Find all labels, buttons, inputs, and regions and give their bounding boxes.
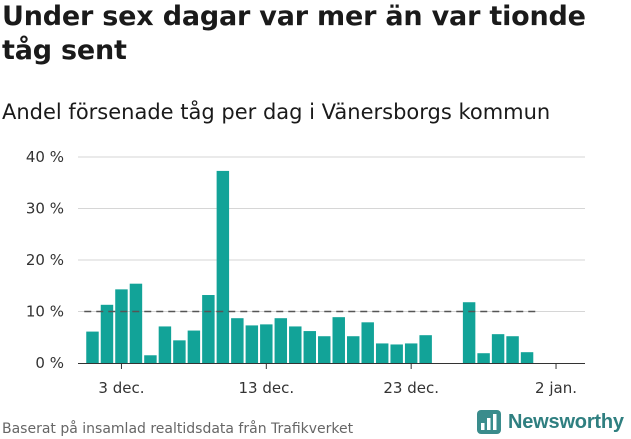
bar: 22 dec.: 3.6 % (390, 344, 403, 363)
bar: 29 dec.: 5.6 % (491, 334, 505, 363)
bar-chart: 1 dec.: 6.1 %2 dec.: 11.3 %3 dec.: 14.3 … (26, 148, 585, 397)
bar: 23 dec.: 3.8 % (404, 343, 418, 363)
x-axis-ticks: 3 dec. 13 dec. 23 dec. 2 jan. (98, 363, 577, 397)
bar: 9 dec.: 13.2 % (202, 295, 215, 363)
bar: 18 dec.: 8.9 % (332, 317, 345, 363)
bar: 20 dec.: 7.9 % (361, 322, 374, 363)
bar: 1 dec.: 6.1 % (86, 331, 99, 363)
brand-name: Newsworthy (508, 410, 624, 433)
y-tick-label: 30 % (26, 200, 64, 218)
y-tick-label: 40 % (26, 148, 64, 166)
bar: 30 dec.: 5.2 % (506, 336, 519, 363)
bar: 6 dec.: 7.1 % (158, 326, 172, 363)
grid-lines (78, 156, 585, 312)
y-tick-label: 10 % (26, 303, 64, 321)
source-note: Baserat på insamlad realtidsdata från Tr… (2, 421, 354, 437)
chart-subtitle: Andel försenade tåg per dag i Vänersborg… (2, 100, 551, 124)
x-tick-label: 3 dec. (98, 379, 144, 397)
x-tick-label: 23 dec. (383, 379, 439, 397)
brand-logo: Newsworthy (476, 409, 624, 435)
bar: 8 dec.: 6.3 % (187, 330, 201, 363)
bar: 14 dec.: 8.7 % (274, 318, 288, 363)
bar: 27 dec.: 11.8 % (462, 302, 476, 363)
newsworthy-logo-icon (477, 410, 501, 434)
bar: 7 dec.: 4.4 % (173, 340, 186, 363)
bar: 4 dec.: 15.4 % (129, 283, 143, 363)
bar: 28 dec.: 1.9 % (477, 353, 490, 363)
chart-title: Under sex dagar var mer än var tionde tå… (2, 1, 586, 66)
bar: 15 dec.: 7.1 % (289, 326, 302, 363)
bar: 31 dec.: 2.1 % (520, 352, 534, 363)
bar: 12 dec.: 7.3 % (245, 325, 259, 363)
y-axis-ticks: 0 % 10 % 20 % 30 % 40 % (26, 148, 64, 372)
bar: 21 dec.: 3.8 % (375, 343, 389, 363)
bar: 24 dec.: 5.4 % (419, 335, 432, 363)
bar: 11 dec.: 8.7 % (231, 318, 244, 363)
bar: 5 dec.: 1.5 % (144, 355, 157, 363)
bar: 19 dec.: 5.2 % (346, 336, 360, 363)
bar: 17 dec.: 5.2 % (318, 336, 331, 363)
bar: 13 dec.: 7.5 % (260, 324, 273, 363)
x-tick-label: 2 jan. (535, 379, 577, 397)
bar: 10 dec.: 37.3 % (216, 170, 230, 363)
x-tick-label: 13 dec. (239, 379, 295, 397)
y-tick-label: 0 % (35, 354, 64, 372)
bar: 2 dec.: 11.3 % (100, 304, 114, 363)
y-tick-label: 20 % (26, 251, 64, 269)
bar: 3 dec.: 14.3 % (115, 289, 128, 363)
bar-series: 1 dec.: 6.1 %2 dec.: 11.3 %3 dec.: 14.3 … (86, 170, 534, 363)
bar: 16 dec.: 6.2 % (303, 331, 317, 363)
